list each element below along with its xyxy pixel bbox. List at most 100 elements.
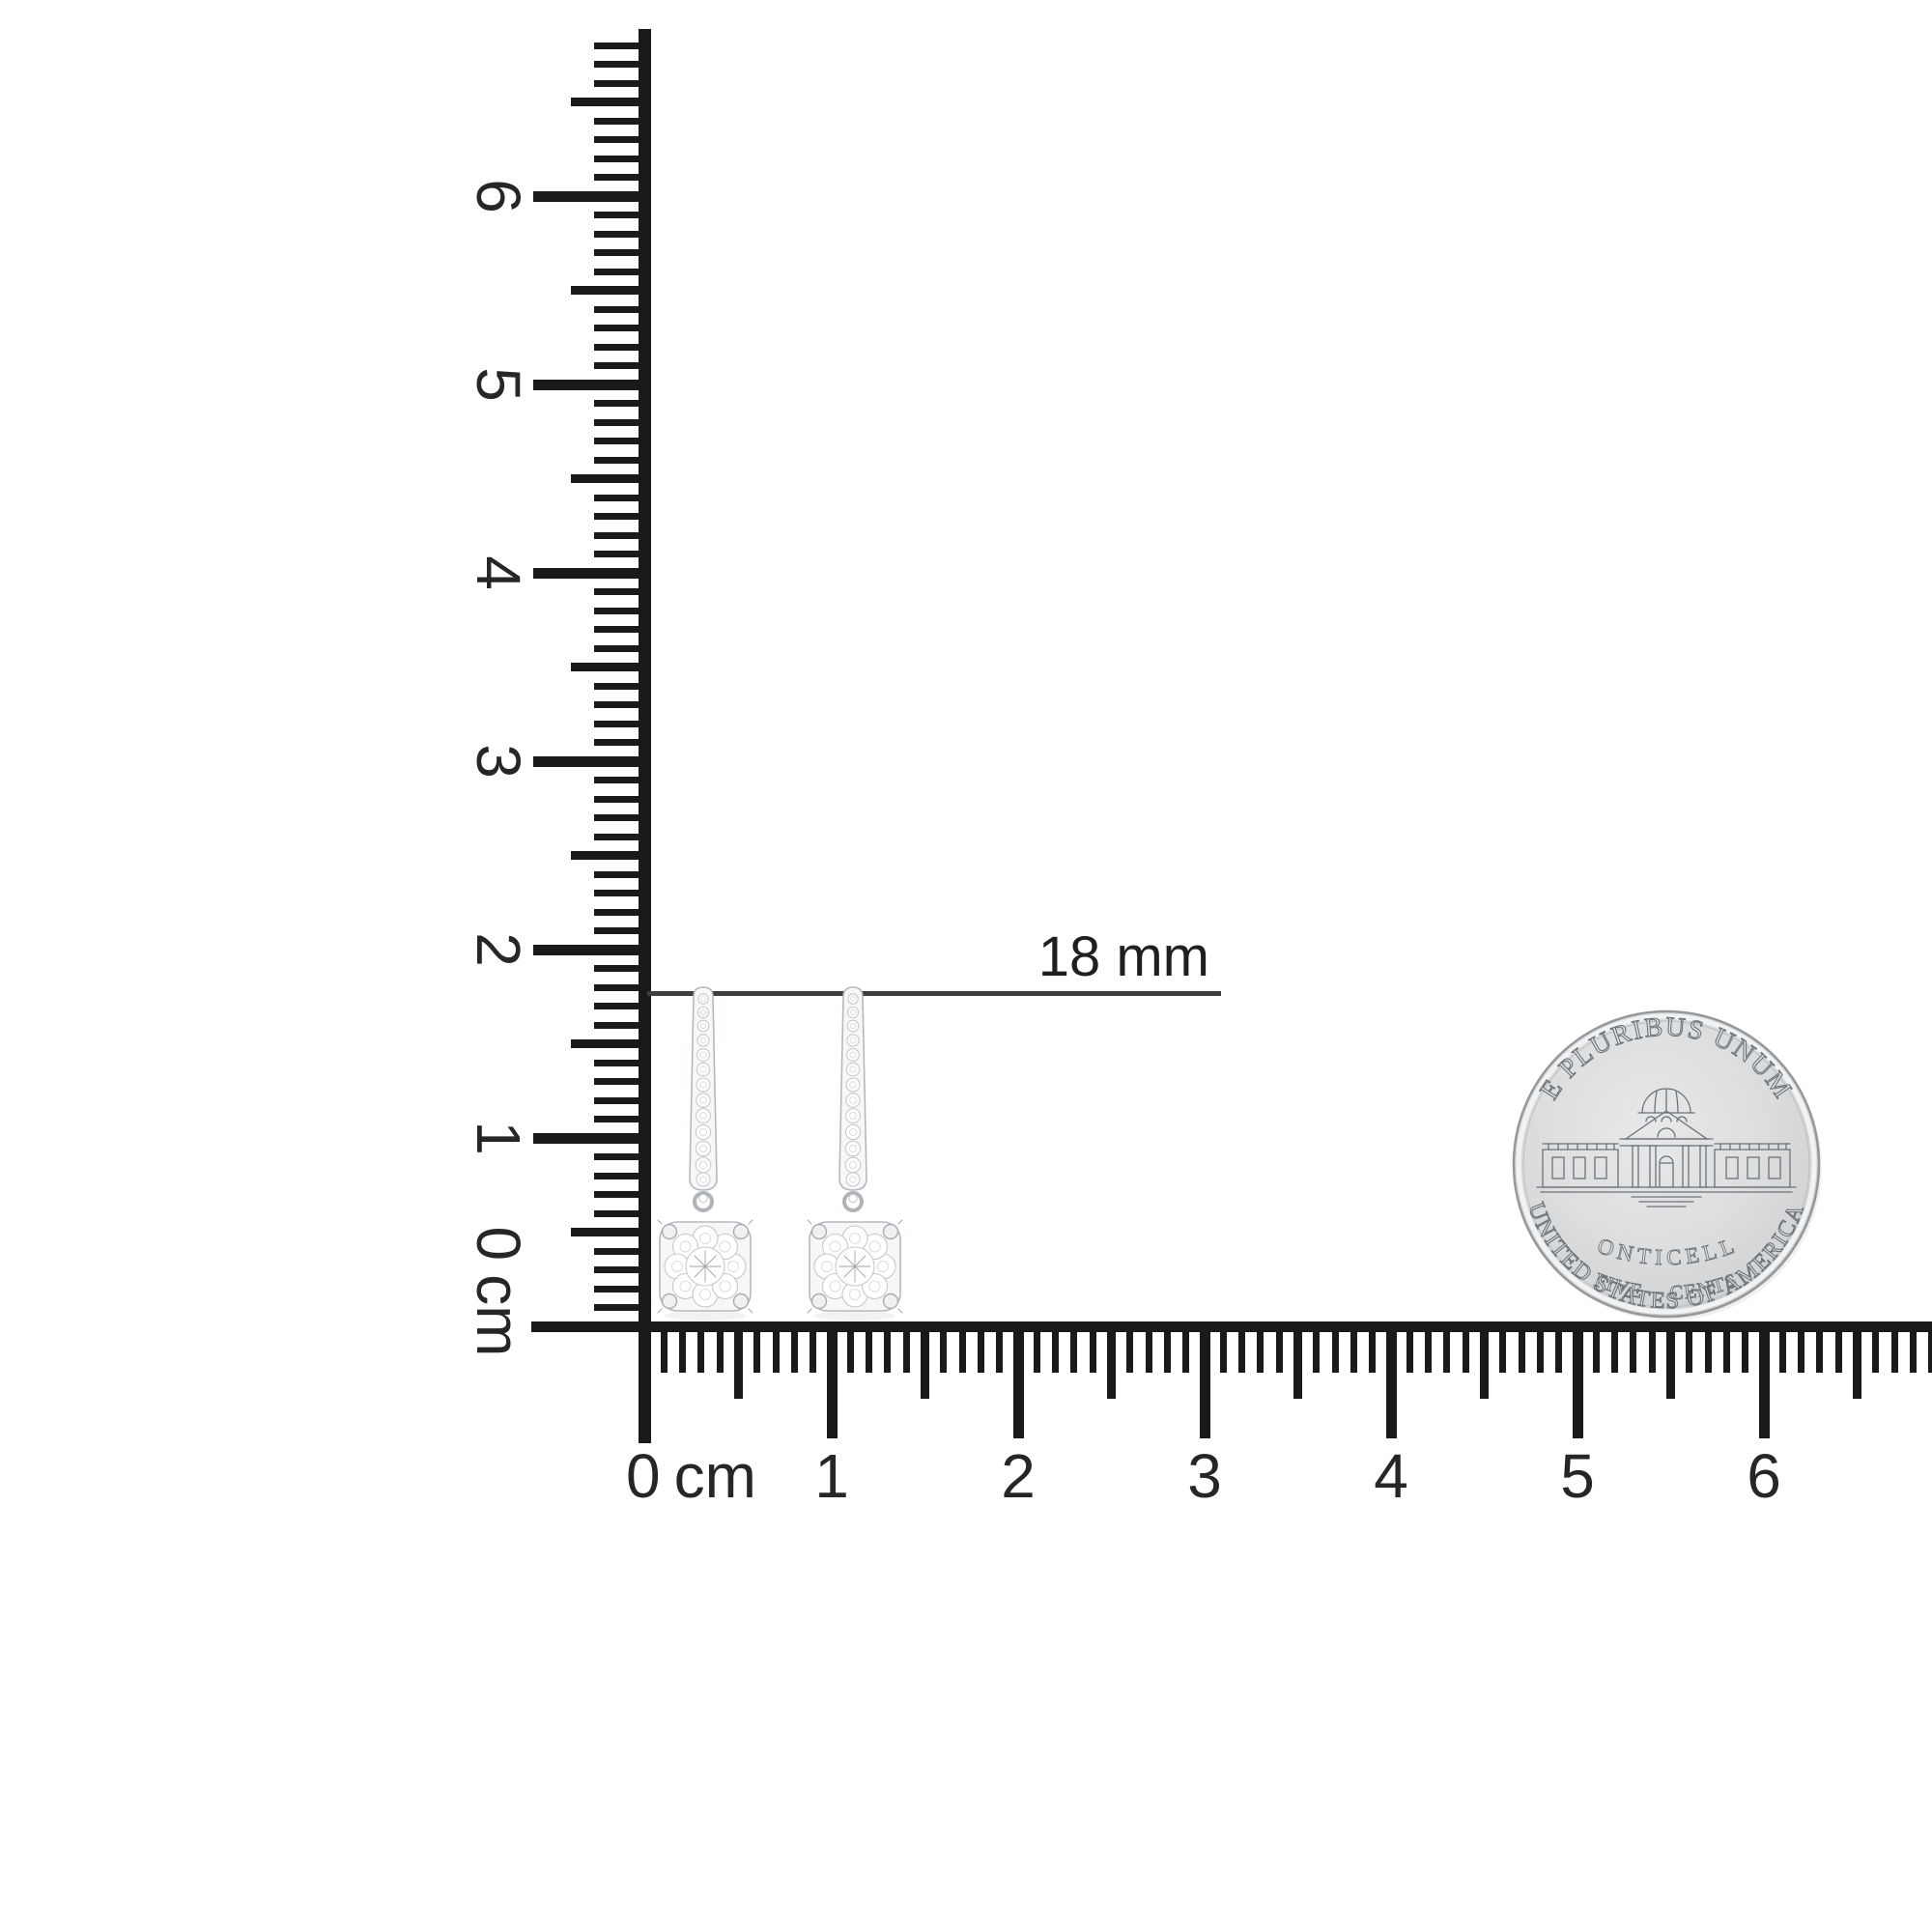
horizontal-ruler-tick: [902, 1325, 910, 1373]
measurement-label: 18 mm: [1037, 925, 1209, 988]
horizontal-ruler-tick: [1890, 1325, 1898, 1373]
vertical-ruler-label-1: 1: [464, 1121, 533, 1155]
horizontal-ruler-tick: [1592, 1325, 1600, 1373]
vertical-ruler-tick: [594, 400, 649, 407]
horizontal-ruler-tick: [977, 1325, 984, 1373]
horizontal-ruler-tick: [753, 1325, 761, 1373]
vertical-ruler-tick: [571, 98, 649, 106]
monticello-building: [1536, 1088, 1797, 1208]
vertical-ruler-tick: [594, 212, 649, 218]
vertical-ruler-tick: [594, 155, 649, 162]
horizontal-ruler-tick: [1686, 1325, 1693, 1373]
earring-left: [656, 985, 754, 1322]
vertical-ruler-tick: [594, 1096, 649, 1104]
horizontal-ruler-tick: [1089, 1325, 1096, 1373]
horizontal-ruler-tick: [716, 1325, 724, 1373]
horizontal-ruler-tick: [921, 1325, 929, 1399]
horizontal-ruler-tick: [1499, 1325, 1507, 1373]
horizontal-ruler-tick: [940, 1325, 948, 1373]
vertical-ruler-label-5: 5: [464, 367, 533, 402]
horizontal-ruler-tick: [1443, 1325, 1451, 1373]
horizontal-ruler-tick: [1816, 1325, 1824, 1373]
horizontal-ruler-tick: [1798, 1325, 1805, 1373]
horizontal-ruler-tick: [772, 1325, 780, 1373]
vertical-ruler-tick: [594, 249, 649, 256]
horizontal-unit-label: cm: [673, 1441, 756, 1511]
vertical-ruler-label-2: 2: [464, 932, 533, 967]
horizontal-ruler-tick: [1052, 1325, 1060, 1373]
measurement-line: [647, 991, 1221, 996]
horizontal-ruler-tick: [1369, 1325, 1377, 1373]
vertical-ruler-tick: [594, 927, 649, 934]
vertical-ruler-tick: [594, 739, 649, 746]
vertical-ruler-tick: [594, 268, 649, 275]
horizontal-ruler-tick: [1182, 1325, 1190, 1373]
vertical-ruler-tick: [594, 551, 649, 557]
vertical-ruler-tick: [594, 1078, 649, 1085]
vertical-ruler-tick: [594, 983, 649, 991]
horizontal-ruler-tick: [734, 1325, 743, 1399]
horizontal-ruler-tick: [1275, 1325, 1283, 1373]
diamond-earrings-photo: [656, 985, 904, 1322]
horizontal-ruler-tick: [958, 1325, 966, 1373]
vertical-ruler-tick: [571, 663, 649, 671]
horizontal-ruler-tick: [679, 1325, 687, 1373]
coin-rim: [1516, 1013, 1817, 1315]
horizontal-ruler-tick: [1012, 1325, 1024, 1438]
horizontal-ruler-tick: [1313, 1325, 1321, 1373]
horizontal-ruler-tick: [1385, 1325, 1397, 1438]
horizontal-ruler-tick: [884, 1325, 892, 1373]
horizontal-ruler-tick: [826, 1325, 838, 1438]
horizontal-ruler-tick: [660, 1325, 668, 1373]
horizontal-ruler-label-1: 1: [814, 1441, 849, 1511]
vertical-ruler-tick: [594, 1304, 649, 1311]
vertical-ruler-tick: [533, 567, 649, 579]
vertical-ruler-tick: [594, 701, 649, 708]
vertical-ruler-tick: [571, 851, 649, 860]
vertical-ruler-tick: [594, 513, 649, 520]
vertical-ruler-tick: [594, 418, 649, 426]
vertical-ruler-tick: [594, 795, 649, 803]
horizontal-ruler-tick: [1331, 1325, 1339, 1373]
horizontal-ruler-tick: [1199, 1325, 1210, 1438]
horizontal-zero-digit: 0: [626, 1441, 661, 1511]
vertical-ruler-tick: [594, 136, 649, 143]
vertical-ruler-tick: [594, 230, 649, 238]
horizontal-ruler-tick: [1742, 1325, 1749, 1373]
vertical-ruler-tick: [594, 682, 649, 690]
horizontal-ruler-zero-label: 0 cm: [626, 1445, 756, 1507]
horizontal-ruler-tick: [866, 1325, 873, 1373]
horizontal-ruler-tick: [1238, 1325, 1246, 1373]
vertical-ruler-tick: [594, 362, 649, 369]
vertical-ruler-tick: [594, 1285, 649, 1293]
horizontal-ruler-label-2: 2: [1001, 1441, 1036, 1511]
horizontal-ruler-tick: [1555, 1325, 1563, 1373]
horizontal-ruler-tick: [1219, 1325, 1227, 1373]
vertical-ruler-tick: [533, 190, 649, 202]
vertical-ruler-tick: [533, 379, 649, 390]
horizontal-ruler-tick: [1630, 1325, 1637, 1373]
horizontal-ruler-tick: [1928, 1325, 1932, 1373]
horizontal-ruler-line: [531, 1321, 1932, 1332]
horizontal-ruler-tick: [1572, 1325, 1583, 1438]
coin-face: [1512, 1009, 1821, 1319]
horizontal-ruler-tick: [1872, 1325, 1880, 1373]
vertical-ruler-tick: [594, 588, 649, 595]
vertical-unit-label: cm: [464, 1274, 533, 1357]
horizontal-ruler-tick: [790, 1325, 798, 1373]
vertical-ruler-tick: [594, 1191, 649, 1198]
horizontal-ruler-tick: [1350, 1325, 1357, 1373]
vertical-ruler-tick: [594, 1003, 649, 1009]
vertical-ruler-tick: [594, 814, 649, 821]
horizontal-ruler-label-6: 6: [1747, 1441, 1781, 1511]
horizontal-ruler-tick: [1758, 1325, 1770, 1438]
horizontal-ruler-tick: [1425, 1325, 1433, 1373]
horizontal-ruler-tick: [1648, 1325, 1656, 1373]
vertical-ruler-label-3: 3: [464, 744, 533, 779]
vertical-ruler-tick: [594, 720, 649, 727]
vertical-ruler-tick: [594, 531, 649, 539]
vertical-ruler-tick: [533, 1132, 649, 1144]
horizontal-ruler-tick: [697, 1325, 705, 1373]
horizontal-ruler-tick: [1536, 1325, 1544, 1373]
vertical-ruler-tick: [594, 42, 649, 49]
